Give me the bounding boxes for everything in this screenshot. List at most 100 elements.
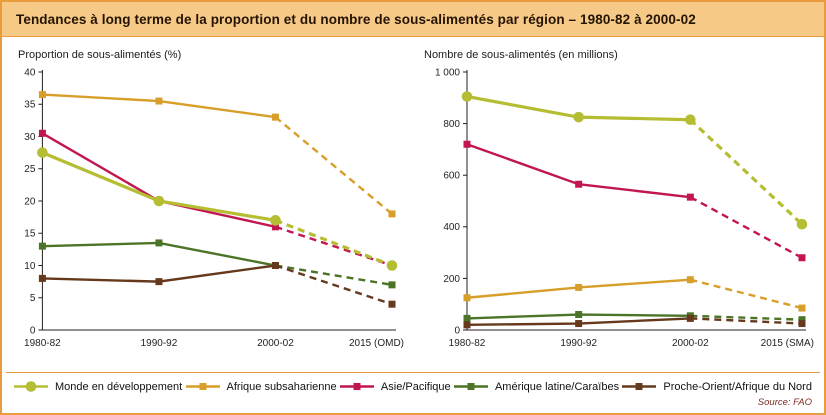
square-marker-icon [798, 304, 806, 312]
series-region [38, 129, 396, 269]
series-region [38, 262, 396, 308]
square-marker-icon [38, 242, 46, 250]
series-line-projection [690, 314, 803, 321]
square-marker-icon [155, 278, 163, 286]
x-tick-label: 2000-02 [257, 338, 294, 349]
chart-proportion-block: Proportion de sous-alimentés (%) 0 5 10 15 2… [14, 45, 406, 372]
series-line-projection [275, 264, 393, 306]
square-marker-icon [388, 300, 396, 308]
x-tick-label: 1980-82 [449, 338, 486, 349]
series-line [41, 132, 276, 228]
x-tick-label: 2015 (SMA) [761, 338, 814, 349]
circle-marker-icon [37, 147, 48, 158]
square-marker-icon [155, 239, 163, 247]
square-marker-icon [155, 97, 163, 105]
legend-square-marker-icon [622, 383, 657, 390]
y-tick-label: 600 [443, 171, 460, 182]
y-tick-label: 20 [24, 196, 36, 207]
square-marker-icon [463, 294, 471, 302]
x-tick-label: 1980-82 [24, 338, 61, 349]
series-region [463, 140, 806, 262]
legend-item: Asie/Pacifique [339, 380, 451, 393]
charts-row: Proportion de sous-alimentés (%) 0 5 10 15 2… [2, 37, 824, 372]
square-marker-icon [271, 113, 279, 121]
series-line [466, 143, 691, 199]
square-marker-icon [38, 274, 46, 282]
x-axis: 1980-82 1990-92 2000-02 2015 (OMD) [24, 329, 404, 349]
chart-number-block: Nombre de sous-alimentés (en millions) 0… [420, 45, 816, 372]
y-axis: 0 200 400 600 800 1 000 [435, 67, 468, 336]
figure-title: Tendances à long terme de la proportion … [16, 12, 696, 27]
number-line-chart: 0 200 400 600 800 1 000 1980-82 1990-92 2000-02 2… [435, 67, 814, 349]
square-marker-icon [798, 254, 806, 262]
legend-item: Proche-Orient/Afrique du Nord [622, 380, 812, 393]
x-axis: 1980-82 1990-92 2000-02 2015 (SMA) [449, 329, 814, 349]
circle-marker-icon [685, 114, 696, 126]
y-tick-label: 25 [24, 164, 36, 175]
circle-marker-icon [386, 260, 398, 271]
x-tick-label: 1990-92 [141, 338, 178, 349]
series-region [38, 91, 396, 218]
square-marker-icon [798, 320, 806, 328]
circle-marker-icon [461, 91, 473, 102]
y-tick-label: 800 [443, 119, 460, 130]
y-tick-label: 15 [24, 229, 36, 240]
series-line [41, 151, 276, 222]
square-marker-icon [38, 91, 46, 99]
y-tick-label: 200 [443, 274, 460, 285]
square-marker-icon [271, 223, 279, 231]
series-world [461, 91, 808, 230]
y-tick-label: 400 [443, 222, 460, 233]
series-line-projection [275, 225, 393, 267]
proportion-line-chart: 0 5 10 15 20 25 30 35 40 1980-82 1990-92 2000-02 201… [24, 67, 404, 349]
legend-label: Proche-Orient/Afrique du Nord [663, 380, 812, 393]
square-marker-icon [686, 314, 694, 322]
series-region [38, 239, 396, 289]
legend-label: Afrique subsaharienne [226, 380, 337, 393]
square-marker-icon [575, 320, 583, 328]
square-marker-icon [388, 210, 396, 218]
square-marker-icon [575, 180, 583, 188]
legend: Monde en développement Afrique subsaharie… [6, 372, 820, 397]
circle-marker-icon [796, 218, 808, 230]
circle-marker-icon [573, 111, 584, 123]
chart-proportion-title: Proportion de sous-alimentés (%) [18, 49, 182, 61]
y-tick-label: 0 [454, 325, 460, 336]
series-line-projection [274, 218, 393, 267]
series-line-projection [689, 118, 804, 226]
series-world [37, 147, 398, 271]
legend-label: Amérique latine/Caraïbes [494, 380, 620, 393]
series-region [463, 314, 806, 329]
square-marker-icon [463, 321, 471, 329]
square-marker-icon [38, 129, 46, 137]
y-axis: 0 5 10 15 20 25 30 35 40 [24, 67, 43, 336]
chart-number-title: Nombre de sous-alimentés (en millions) [424, 49, 618, 61]
legend-label: Monde en développement [55, 380, 183, 393]
square-marker-icon [686, 193, 694, 201]
figure-title-bar: Tendances à long terme de la proportion … [2, 2, 824, 37]
legend-item: Amérique latine/Caraïbes [453, 380, 620, 393]
series-line-projection [689, 196, 803, 259]
series-line-projection [690, 278, 803, 310]
x-tick-label: 1990-92 [560, 338, 597, 349]
y-tick-label: 1 000 [435, 67, 460, 78]
square-marker-icon [463, 140, 471, 148]
circle-marker-icon [270, 215, 281, 226]
square-marker-icon [575, 311, 583, 319]
legend-square-marker-icon [453, 383, 488, 390]
legend-item: Afrique subsaharienne [185, 380, 337, 393]
legend-circle-marker-icon [14, 381, 48, 392]
square-marker-icon [686, 276, 694, 284]
y-tick-label: 35 [24, 100, 36, 111]
y-tick-label: 40 [24, 67, 36, 78]
legend-label: Asie/Pacifique [380, 380, 451, 393]
square-marker-icon [271, 262, 279, 269]
series-line-projection [274, 116, 393, 215]
x-tick-label: 2000-02 [672, 338, 709, 349]
square-marker-icon [388, 281, 396, 289]
series-region [463, 276, 806, 312]
series-line-projection [690, 317, 803, 325]
legend-square-marker-icon [185, 383, 220, 390]
legend-item: Monde en développement [14, 380, 182, 393]
